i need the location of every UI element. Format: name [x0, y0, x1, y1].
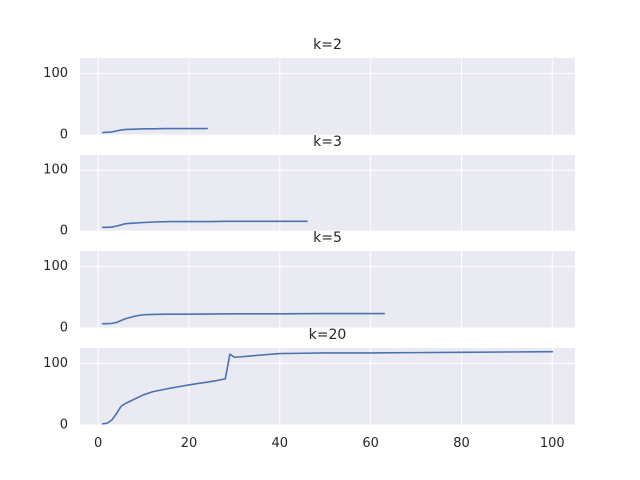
subplot-2: 0 100 k=3: [43, 134, 575, 239]
y-tick-label: 0: [60, 128, 68, 143]
y-tick-label: 100: [43, 356, 68, 371]
x-tick-label: 60: [362, 436, 379, 451]
subplot-1: 0 100 k=2: [43, 37, 575, 143]
series-line: [101, 350, 554, 425]
plot-area: [80, 58, 575, 135]
y-tick-label: 0: [60, 418, 68, 433]
plot-area: [80, 348, 575, 425]
subplot-title: k=3: [313, 134, 342, 150]
subplot-title: k=5: [313, 230, 342, 246]
x-tick-label: 0: [94, 436, 102, 451]
x-tick-label: 40: [272, 436, 289, 451]
y-tick-label: 100: [43, 66, 68, 81]
subplot-4: 0 100 0 20 40 60 80 100 k=20: [43, 327, 575, 451]
series-line: [101, 312, 386, 325]
y-tick-label: 0: [60, 321, 68, 336]
x-tick-label: 20: [181, 436, 198, 451]
y-tick-label: 100: [43, 259, 68, 274]
plot-area: [80, 155, 575, 231]
y-tick-label: 0: [60, 224, 68, 239]
x-tick-label: 100: [540, 436, 565, 451]
y-tick-label: 100: [43, 163, 68, 178]
series-line: [101, 127, 208, 134]
subplot-title: k=2: [313, 37, 342, 53]
series-line: [101, 220, 308, 229]
subplot-3: 0 100 k=5: [43, 230, 575, 336]
plot-area: [80, 251, 575, 328]
subplot-title: k=20: [309, 327, 347, 343]
x-tick-label: 80: [453, 436, 470, 451]
